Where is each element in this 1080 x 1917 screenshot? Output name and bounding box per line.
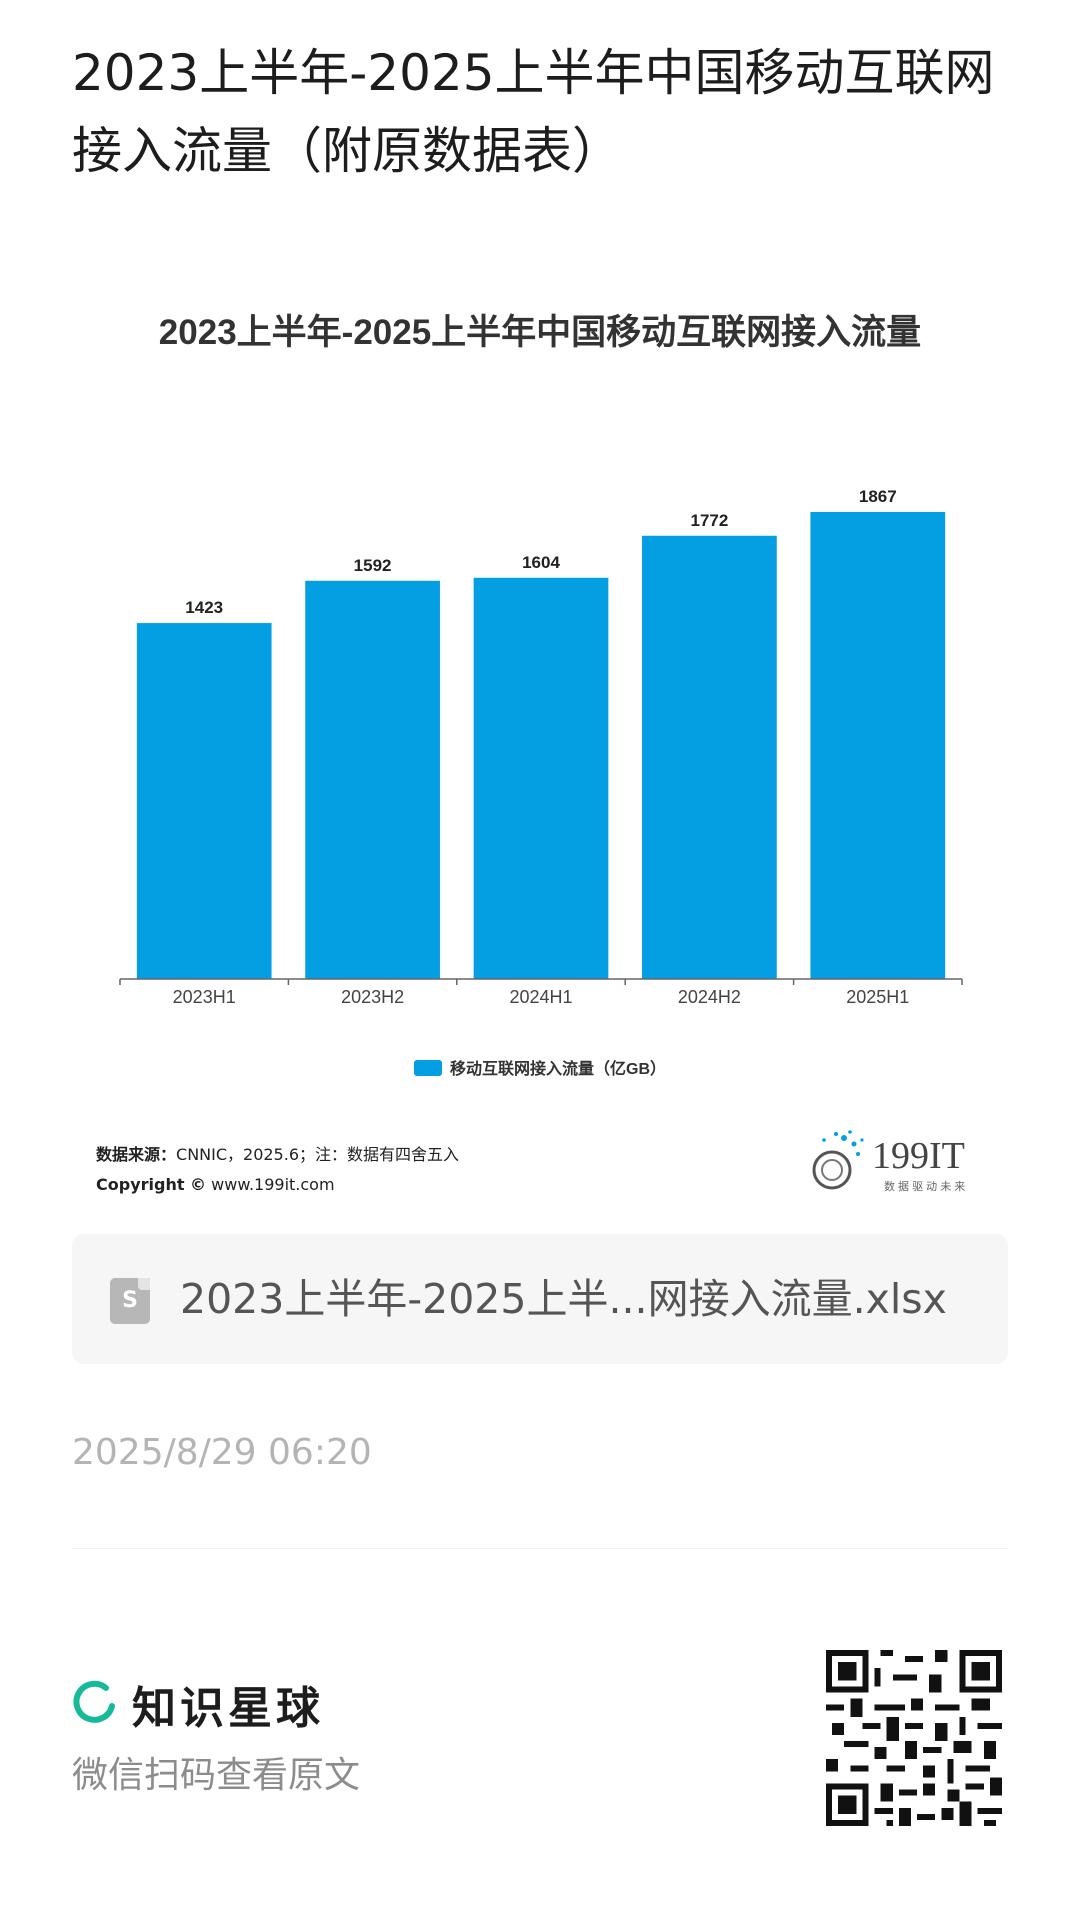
x-tick-label-2023H1: 2023H1 xyxy=(173,987,236,1007)
chart-title: 2023上半年-2025上半年中国移动互联网接入流量 xyxy=(159,313,921,352)
attachment-card[interactable]: S 2023上半年-2025上半...网接入流量.xlsx xyxy=(72,1234,1008,1364)
bar-chart: 2023上半年-2025上半年中国移动互联网接入流量 1423 1592 1604 1… xyxy=(119,313,963,1078)
x-tick-label-2024H1: 2024H1 xyxy=(509,987,572,1007)
app-name: 知识星球 xyxy=(132,1683,324,1734)
post-timestamp: 2025/8/29 06:20 xyxy=(72,1432,372,1473)
data-label-2023H2: 1592 xyxy=(354,556,392,575)
source-label: 数据来源： xyxy=(96,1145,177,1164)
x-tick-label-2024H2: 2024H2 xyxy=(678,987,741,1007)
data-label-2025H1: 1867 xyxy=(859,487,897,506)
data-label-2024H1: 1604 xyxy=(522,553,560,572)
divider xyxy=(72,1548,1008,1549)
attachment-filename[interactable]: 2023上半年-2025上半...网接入流量.xlsx xyxy=(180,1275,947,1323)
logo-tagline: 数 据 驱 动 未 来 xyxy=(884,1179,965,1193)
bar-2025H1 xyxy=(810,512,946,979)
bar-2024H2 xyxy=(642,535,777,979)
scan-hint: 微信扫码查看原文 xyxy=(72,1755,361,1796)
bar-2023H2 xyxy=(305,580,440,979)
chart-card: 2023上半年-2025上半年中国移动互联网接入流量 1423 1592 1604 1… xyxy=(72,262,1008,1212)
legend-label: 移动互联网接入流量（亿GB） xyxy=(450,1059,666,1078)
qr-code-icon[interactable] xyxy=(826,1650,1002,1826)
zsxq-logo-icon xyxy=(73,1680,115,1723)
page-title: 2023上半年-2025上半年中国移动互联网接入流量（附原数据表） xyxy=(72,44,995,180)
legend: 移动互联网接入流量（亿GB） xyxy=(414,1059,666,1078)
dandelion-icon xyxy=(812,1130,864,1190)
199it-logo: 199IT 数 据 驱 动 未 来 xyxy=(812,1130,965,1193)
bar-2024H1 xyxy=(473,577,609,979)
logo-text: 199IT xyxy=(872,1135,965,1177)
bar-2023H1 xyxy=(136,623,272,979)
spreadsheet-file-icon: S xyxy=(110,1278,150,1324)
x-tick-label-2023H2: 2023H2 xyxy=(341,987,404,1007)
x-tick-label-2025H1: 2025H1 xyxy=(846,987,909,1007)
data-source-note: 数据来源：CNNIC，2025.6；注：数据有四舍五入 Copyright © … xyxy=(96,1140,459,1200)
copyright-label: Copyright © xyxy=(96,1175,207,1194)
legend-swatch xyxy=(414,1060,442,1076)
source-text: CNNIC，2025.6；注：数据有四舍五入 xyxy=(176,1145,460,1164)
data-label-2023H1: 1423 xyxy=(185,598,223,617)
data-label-2024H2: 1772 xyxy=(690,511,728,530)
file-icon-letter: S xyxy=(122,1288,138,1313)
copyright-url: www.199it.com xyxy=(211,1175,335,1194)
